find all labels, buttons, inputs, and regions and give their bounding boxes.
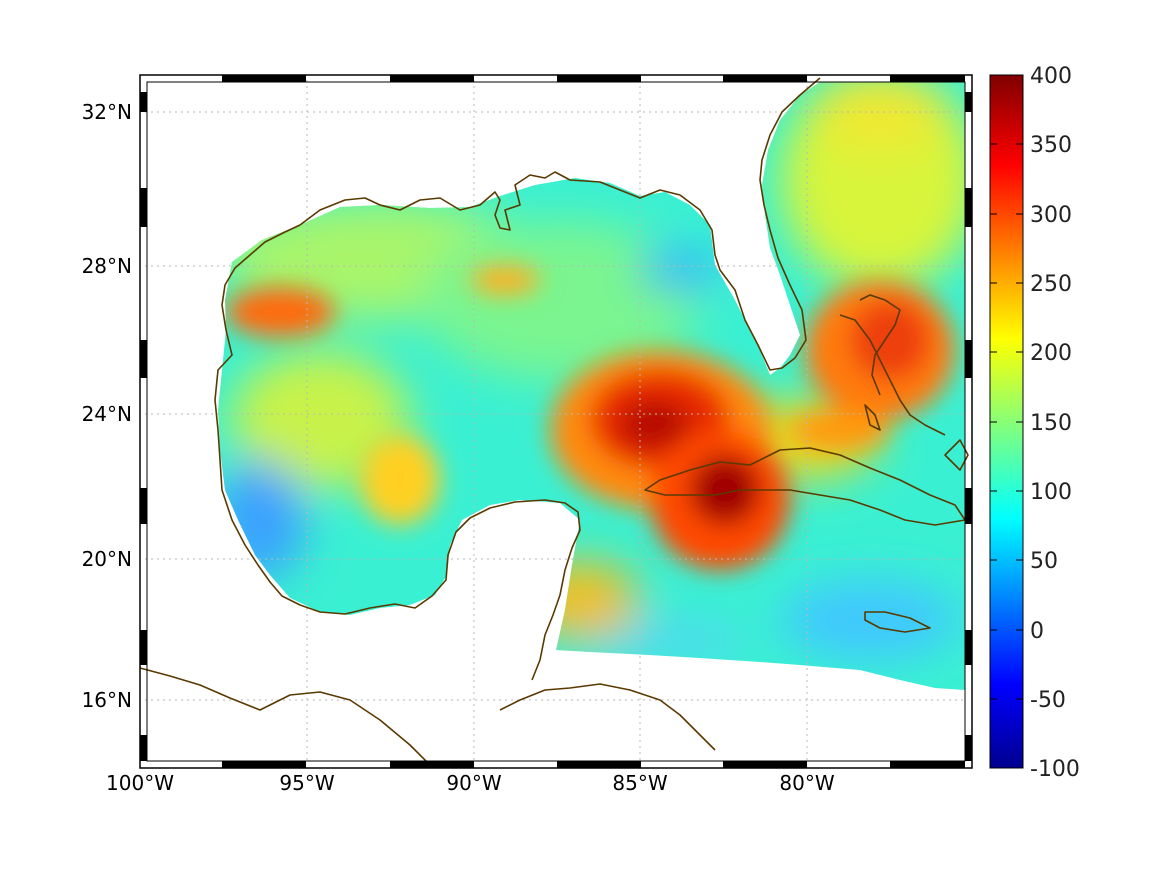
colorbar-tick: 150 bbox=[1030, 411, 1072, 436]
lat-label: 16°N bbox=[82, 688, 132, 712]
colorbar: 400 350 300 250 200 150 100 50 0 -50 -10… bbox=[989, 64, 1080, 782]
colorbar-tick: -100 bbox=[1030, 757, 1080, 782]
latitude-labels: 32°N 28°N 24°N 20°N 16°N bbox=[82, 100, 132, 712]
graticule bbox=[145, 80, 967, 762]
colorbar-tick: 250 bbox=[1030, 272, 1072, 297]
lat-label: 32°N bbox=[82, 100, 132, 124]
lon-label: 90°W bbox=[446, 771, 501, 795]
lon-label: 100°W bbox=[106, 771, 174, 795]
map-frame bbox=[139, 74, 973, 769]
lat-label: 20°N bbox=[82, 547, 132, 571]
colorbar-tick: 350 bbox=[1030, 133, 1072, 158]
lon-label: 80°W bbox=[779, 771, 834, 795]
colorbar-tick: 0 bbox=[1030, 619, 1044, 644]
colorbar-tick: 400 bbox=[1030, 64, 1072, 89]
colorbar-tick: 100 bbox=[1030, 480, 1072, 505]
colorbar-tick: 50 bbox=[1030, 549, 1058, 574]
longitude-labels: 100°W 95°W 90°W 85°W 80°W bbox=[106, 771, 835, 795]
lat-label: 24°N bbox=[82, 402, 132, 426]
lon-label: 95°W bbox=[279, 771, 334, 795]
colorbar-tick: -50 bbox=[1030, 688, 1066, 713]
lon-label: 85°W bbox=[612, 771, 667, 795]
colorbar-tick: 200 bbox=[1030, 341, 1072, 366]
colorbar-tick: 300 bbox=[1030, 203, 1072, 228]
lat-label: 28°N bbox=[82, 254, 132, 278]
